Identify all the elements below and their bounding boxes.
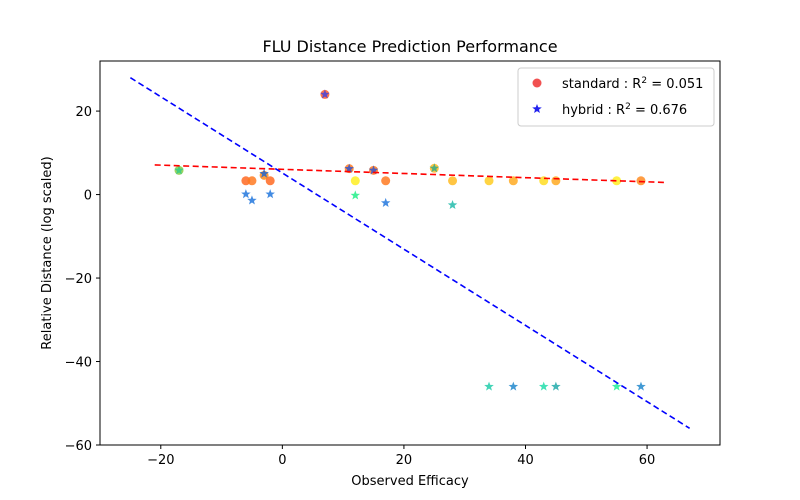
x-axis-label: Observed Efficacy	[351, 474, 469, 489]
x-tick-label: −20	[147, 453, 174, 468]
hybrid-point	[259, 168, 269, 178]
x-tick-label: 20	[396, 453, 413, 468]
legend-label-standard: standard : R2 = 0.051	[562, 76, 703, 92]
hybrid-fit-line	[129, 77, 691, 429]
hybrid-point	[265, 189, 275, 199]
hybrid-point	[551, 381, 561, 391]
standard-point	[448, 176, 458, 186]
hybrid-point	[380, 197, 391, 207]
standard-point	[381, 176, 391, 186]
chart-title: FLU Distance Prediction Performance	[262, 37, 557, 56]
x-tick-label: 60	[639, 453, 656, 468]
y-tick-label: −60	[65, 439, 92, 454]
legend-box	[517, 67, 715, 127]
hybrid-point	[429, 163, 440, 173]
legend-label-hybrid: hybrid : R2 = 0.676	[562, 102, 687, 118]
hybrid-point	[350, 190, 361, 200]
y-tick-label: 20	[75, 105, 92, 120]
hybrid-point	[636, 381, 646, 391]
standard-point	[612, 176, 622, 186]
standard-point	[551, 176, 561, 186]
legend-marker-hybrid	[532, 104, 542, 114]
standard-point	[350, 176, 360, 186]
y-tick-label: 0	[84, 189, 92, 204]
legend-marker-standard	[532, 78, 542, 88]
hybrid-point	[368, 165, 379, 175]
legend: standard : R2 = 0.051 hybrid : R2 = 0.676	[517, 67, 715, 127]
y-tick-label: −40	[65, 356, 92, 371]
hybrid-point	[447, 200, 458, 210]
hybrid-point	[344, 163, 354, 173]
x-tick-label: 0	[278, 453, 286, 468]
standard-fit-line	[154, 164, 666, 184]
standard-point	[265, 176, 275, 186]
y-axis-label: Relative Distance (log scaled)	[40, 156, 55, 349]
hybrid-point	[241, 189, 251, 199]
x-tick-label: 40	[517, 453, 534, 468]
hybrid-point	[508, 381, 519, 391]
hybrid-point	[174, 165, 184, 175]
hybrid-point	[538, 381, 549, 391]
plot-area: −20 0 20 40 60 −60 −40 −20 0 20	[65, 60, 721, 468]
y-tick-label: −20	[65, 272, 92, 287]
standard-point	[508, 176, 518, 186]
standard-point	[484, 176, 494, 186]
hybrid-point	[320, 89, 330, 99]
axes-frame	[99, 60, 721, 446]
hybrid-point	[247, 195, 257, 205]
hybrid-point	[611, 381, 622, 391]
standard-point	[247, 176, 257, 186]
standard-point	[636, 176, 646, 186]
hybrid-point	[484, 381, 494, 391]
